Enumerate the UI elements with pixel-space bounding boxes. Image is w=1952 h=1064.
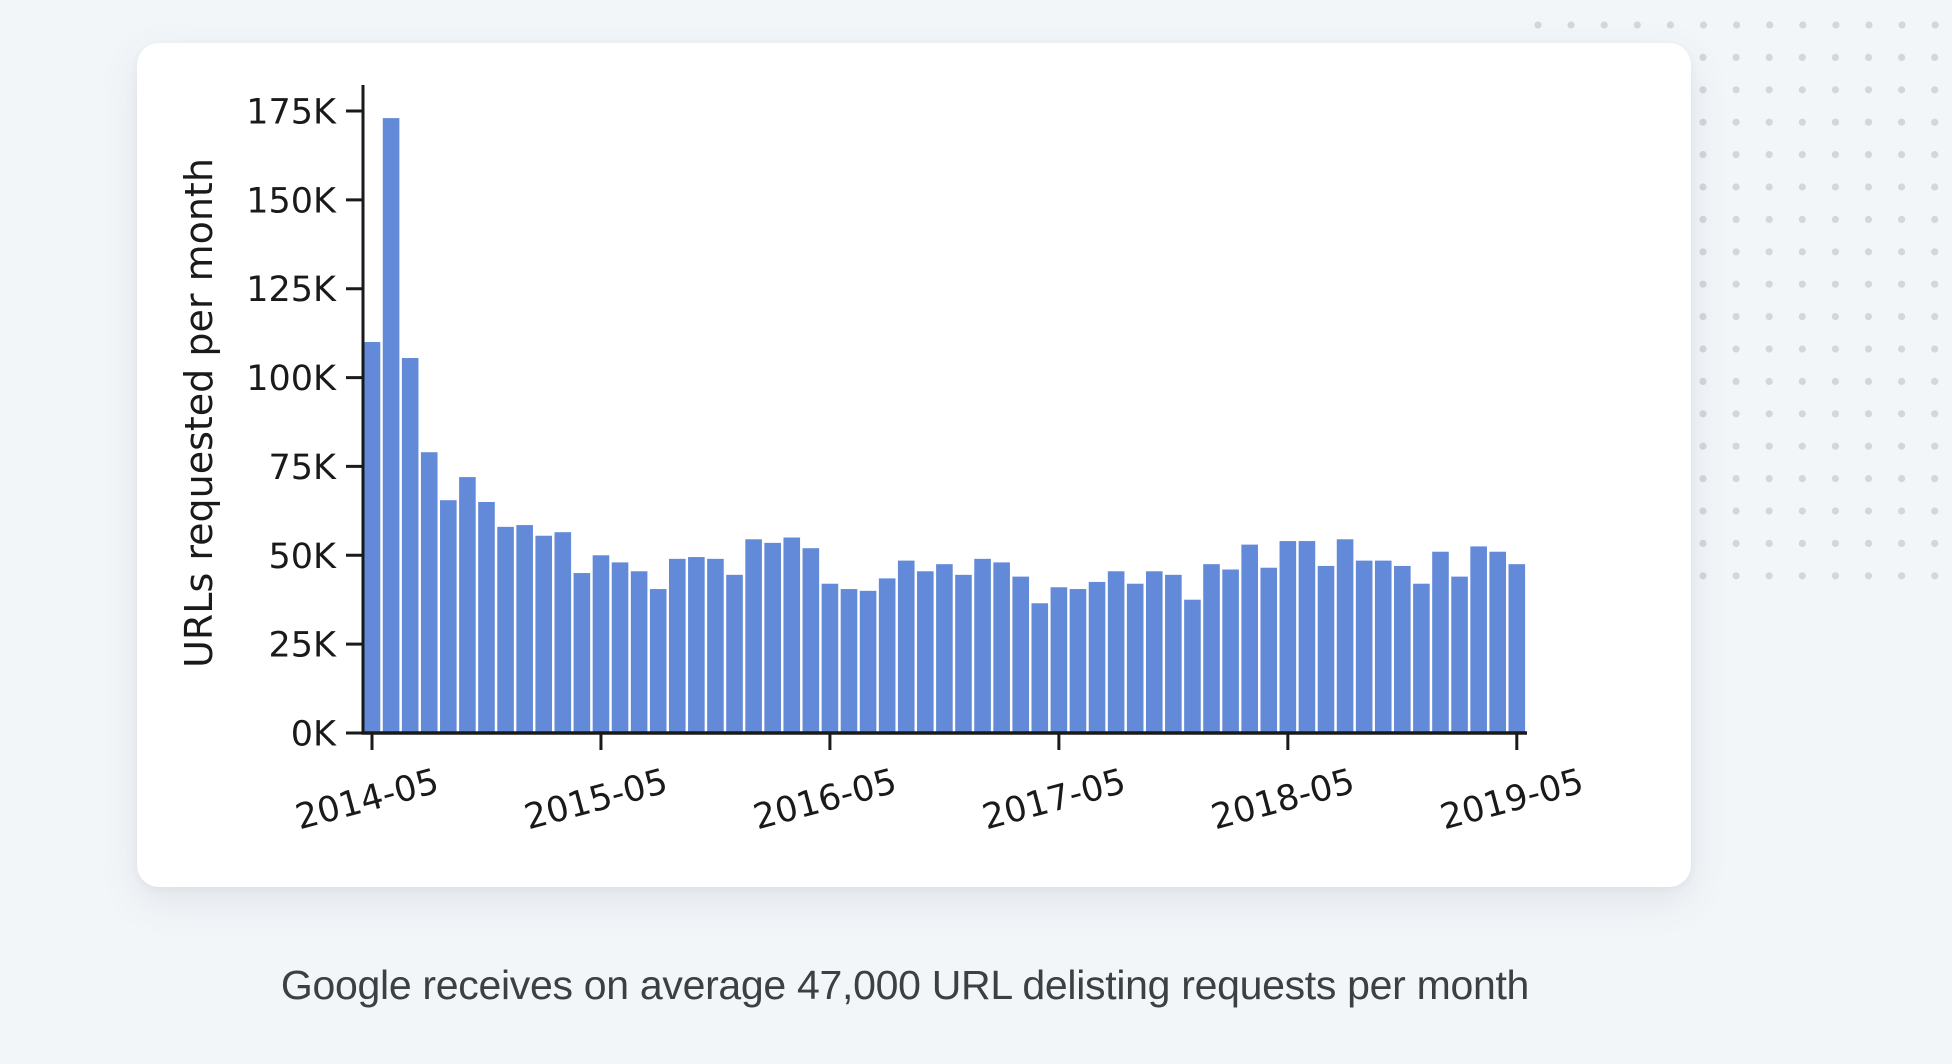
bar bbox=[1012, 576, 1030, 733]
bar bbox=[707, 558, 724, 733]
bar-series bbox=[363, 118, 1526, 734]
bar bbox=[363, 342, 381, 733]
bar bbox=[535, 535, 553, 733]
bar bbox=[821, 583, 839, 733]
bar bbox=[440, 500, 457, 733]
bar bbox=[1069, 589, 1087, 733]
y-tick-label: 150K bbox=[246, 181, 337, 221]
bar bbox=[516, 525, 533, 733]
bar bbox=[897, 560, 915, 733]
x-tick-label: 2018-05 bbox=[1207, 762, 1359, 838]
bar bbox=[688, 557, 705, 733]
bar bbox=[1374, 560, 1392, 733]
bar bbox=[1451, 576, 1468, 733]
bar bbox=[554, 532, 572, 733]
bar bbox=[401, 358, 419, 733]
y-tick-label: 0K bbox=[291, 715, 337, 755]
bar bbox=[478, 501, 495, 733]
bar bbox=[1508, 564, 1526, 733]
bar bbox=[573, 573, 591, 733]
bar bbox=[1241, 544, 1258, 733]
y-axis-title: URLs requested per month bbox=[177, 158, 221, 668]
bar bbox=[1317, 565, 1335, 733]
x-tick-label: 2015-05 bbox=[520, 762, 672, 838]
bar bbox=[1470, 546, 1487, 733]
bar bbox=[783, 537, 801, 733]
bar bbox=[611, 562, 629, 733]
bar bbox=[1355, 560, 1373, 733]
y-tick-label: 175K bbox=[246, 93, 337, 133]
bar bbox=[1107, 571, 1125, 733]
bar bbox=[955, 574, 972, 733]
bar bbox=[649, 589, 667, 733]
x-tick-label: 2017-05 bbox=[978, 762, 1130, 838]
bar bbox=[764, 542, 781, 733]
axes bbox=[361, 85, 1527, 735]
y-tick-label: 50K bbox=[269, 537, 338, 577]
bar bbox=[917, 571, 934, 733]
bar bbox=[630, 571, 648, 733]
bar bbox=[1222, 569, 1239, 733]
x-tick-label: 2014-05 bbox=[291, 762, 443, 838]
bar bbox=[1050, 587, 1068, 733]
bar bbox=[1279, 541, 1297, 733]
bar bbox=[592, 555, 610, 733]
bar bbox=[1394, 565, 1411, 733]
bar bbox=[1088, 581, 1106, 733]
bar bbox=[878, 578, 896, 733]
x-axis-ticks: 2014-05 2015-05 2016-05 2017-05 2018-05 2019-… bbox=[291, 733, 1588, 838]
bar bbox=[420, 452, 438, 733]
bar bbox=[1031, 603, 1049, 733]
bar bbox=[1203, 564, 1220, 733]
bar bbox=[802, 548, 820, 733]
bar bbox=[1413, 583, 1430, 733]
bar bbox=[382, 118, 400, 734]
y-tick-label: 100K bbox=[246, 359, 337, 399]
bar bbox=[1260, 567, 1278, 733]
bar bbox=[745, 539, 762, 733]
bar bbox=[1489, 551, 1507, 733]
bar bbox=[1184, 599, 1201, 733]
bar bbox=[1165, 574, 1182, 733]
chart-caption: Google receives on average 47,000 URL de… bbox=[280, 962, 1530, 1008]
bar bbox=[726, 574, 743, 733]
y-tick-label: 25K bbox=[269, 626, 338, 666]
bar bbox=[993, 562, 1010, 733]
x-tick-label: 2019-05 bbox=[1436, 762, 1588, 838]
bar bbox=[497, 526, 514, 733]
bar bbox=[1145, 571, 1163, 733]
bar bbox=[459, 477, 476, 733]
y-axis-ticks: 0K 25K 50K 75K 100K 125K 150K 175K bbox=[246, 93, 363, 755]
bar bbox=[1298, 541, 1316, 733]
bar bbox=[859, 590, 877, 733]
bar bbox=[1336, 539, 1354, 733]
bar bbox=[840, 589, 858, 733]
x-tick-label: 2016-05 bbox=[749, 762, 901, 838]
bar bbox=[668, 558, 686, 733]
bar bbox=[936, 564, 953, 733]
bar bbox=[1126, 583, 1144, 733]
bar bbox=[974, 558, 991, 733]
bar bbox=[1432, 551, 1449, 733]
y-tick-label: 125K bbox=[246, 270, 337, 310]
y-tick-label: 75K bbox=[269, 448, 338, 488]
